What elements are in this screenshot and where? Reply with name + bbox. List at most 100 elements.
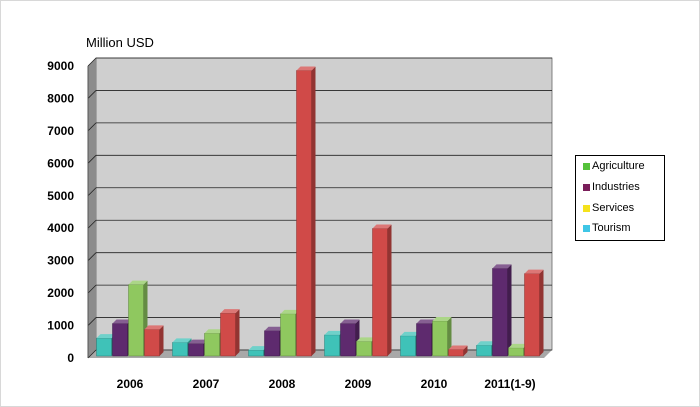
- bar-top: [144, 325, 164, 330]
- bar-front: [356, 341, 372, 357]
- bar-top: [188, 339, 208, 344]
- bar-top: [296, 66, 316, 71]
- legend-label-agriculture: Agriculture: [592, 160, 645, 172]
- bar-top: [492, 264, 512, 269]
- x-tick-label: 2006: [117, 377, 144, 391]
- bar-top: [476, 341, 496, 346]
- plot-back-wall: [95, 57, 553, 351]
- bar-side: [463, 345, 468, 356]
- bar-top: [248, 346, 268, 351]
- y-tick-labels: 0 1000 2000 3000 4000 5000 6000 7000 8000 9000: [47, 59, 74, 365]
- legend-label-services: Services: [592, 202, 635, 214]
- bar-front: [264, 330, 280, 357]
- bar: [492, 264, 512, 357]
- gridline-side: [87, 155, 97, 164]
- bar: [144, 325, 164, 357]
- bar-side: [507, 264, 512, 356]
- bar: [220, 309, 240, 357]
- bar-front: [172, 342, 188, 357]
- bar-front: [96, 337, 112, 357]
- bar-front: [492, 268, 508, 357]
- y-tick-label: 4000: [47, 221, 74, 235]
- bar-front: [112, 323, 128, 357]
- bar-top: [416, 319, 436, 324]
- gridline-side: [87, 122, 97, 132]
- gridlines: [87, 57, 552, 359]
- bar-front: [508, 347, 524, 357]
- x-tick-label: 2011(1-9): [484, 377, 535, 391]
- bar-top: [340, 319, 360, 324]
- bar-front: [340, 323, 356, 357]
- bar-top: [172, 338, 192, 343]
- bar-top: [264, 326, 284, 331]
- legend-swatch-tourism: [583, 224, 590, 232]
- y-tick-label: 7000: [47, 124, 74, 138]
- gridline-side: [87, 317, 97, 326]
- bar-top: [372, 224, 392, 229]
- bar-top: [96, 334, 116, 339]
- bar-front: [476, 345, 492, 357]
- bar-front: [296, 70, 312, 357]
- bar-top: [112, 319, 132, 324]
- gridline-side: [87, 349, 97, 359]
- gridline-side: [87, 284, 97, 294]
- bar-top: [432, 316, 452, 321]
- x-tick-label: 2009: [345, 377, 372, 391]
- y-tick-label: 1000: [47, 319, 74, 333]
- bar-front: [372, 228, 388, 357]
- bar-top: [128, 280, 148, 285]
- bar-top: [400, 331, 420, 336]
- bar-front: [324, 334, 340, 357]
- legend-item-industries: Industries: [583, 181, 640, 193]
- legend-item-agriculture: Agriculture: [583, 160, 645, 172]
- bar-front: [400, 335, 416, 357]
- bars-group: [96, 66, 544, 357]
- bar-front: [128, 284, 144, 357]
- plot-side-wall: [88, 58, 96, 358]
- bar-front: [280, 313, 296, 357]
- gridline-side: [87, 219, 97, 229]
- bar-front: [144, 329, 160, 357]
- gridline-side: [87, 187, 97, 197]
- legend-swatch-agriculture: [583, 162, 590, 170]
- bar-top: [524, 269, 544, 274]
- bar-top: [324, 330, 344, 335]
- bar-front: [416, 323, 432, 357]
- gridline-side: [87, 57, 97, 67]
- bar: [372, 224, 392, 357]
- bar-top: [204, 329, 224, 334]
- bar-top: [508, 343, 528, 348]
- y-tick-label: 9000: [47, 59, 74, 73]
- bar-front: [248, 349, 264, 357]
- y-tick-label: 0: [67, 351, 74, 365]
- bar-front: [204, 333, 220, 357]
- bar-front: [220, 312, 236, 357]
- bar: [296, 66, 316, 357]
- bar-top: [356, 337, 376, 342]
- y-tick-label: 3000: [47, 254, 74, 268]
- bar: [448, 345, 468, 357]
- legend-item-tourism: Tourism: [583, 222, 631, 234]
- y-tick-label: 6000: [47, 156, 74, 170]
- legend: Agriculture Industries Services Tourism: [575, 155, 665, 241]
- x-tick-label: 2008: [269, 377, 296, 391]
- y-tick-label: 8000: [47, 91, 74, 105]
- bar-top: [220, 309, 240, 314]
- bar-front: [188, 343, 204, 357]
- bar-side: [311, 66, 316, 356]
- gridline-side: [87, 252, 97, 261]
- bar: [524, 269, 544, 357]
- y-tick-label: 2000: [47, 286, 74, 300]
- legend-swatch-services: [583, 204, 590, 212]
- y-axis-label: Million USD: [86, 35, 154, 50]
- y-tick-label: 5000: [47, 189, 74, 203]
- x-tick-labels: 2006 2007 2008 2009 2010 2011(1-9): [117, 377, 536, 391]
- legend-swatch-industries: [583, 183, 590, 191]
- bar-front: [432, 320, 448, 357]
- bar-side: [387, 224, 392, 356]
- legend-label-industries: Industries: [592, 181, 640, 193]
- x-tick-label: 2010: [421, 377, 448, 391]
- bar-side: [447, 316, 452, 356]
- bar: [432, 316, 452, 357]
